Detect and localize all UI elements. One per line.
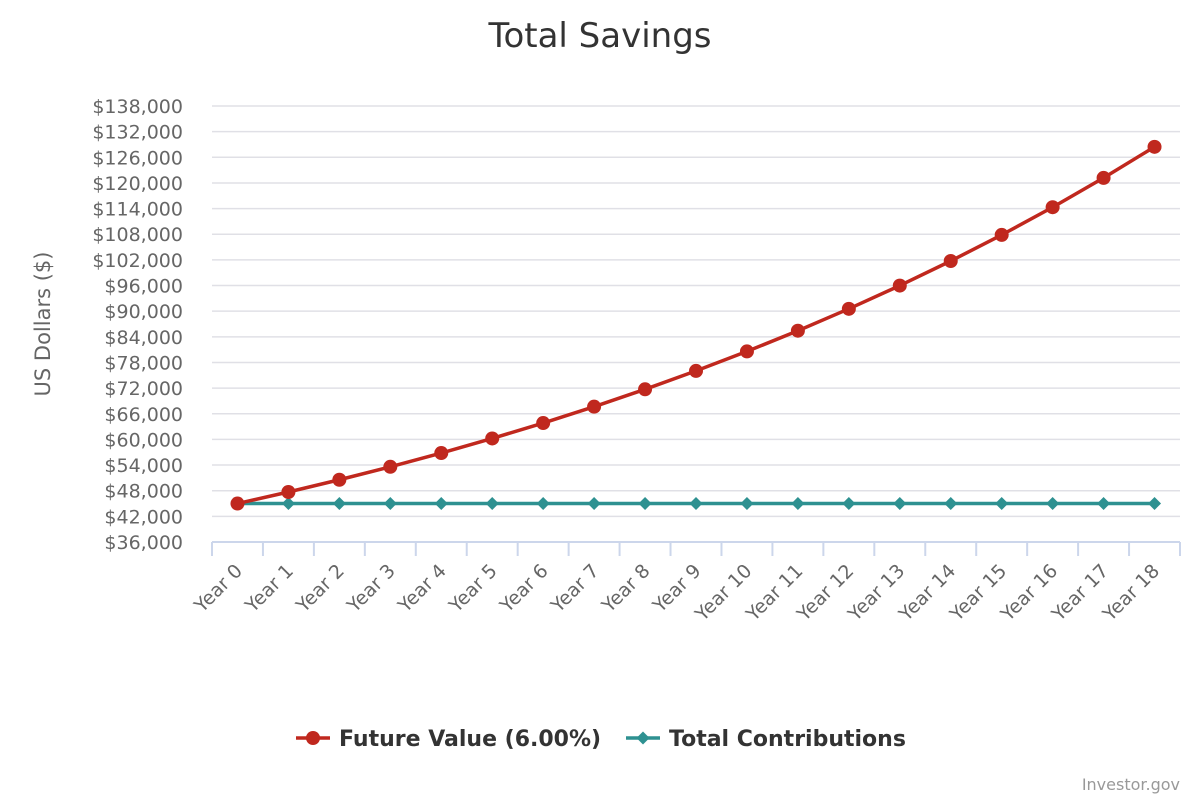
x-tick-label: Year 4 xyxy=(393,560,451,618)
data-point[interactable] xyxy=(1097,497,1111,511)
y-tick-label: $132,000 xyxy=(92,122,183,144)
data-point[interactable] xyxy=(689,363,703,378)
x-tick-label: Year 15 xyxy=(945,560,1011,626)
data-point[interactable] xyxy=(739,344,754,359)
data-point[interactable] xyxy=(281,484,296,499)
data-point[interactable] xyxy=(1046,497,1060,511)
data-point[interactable] xyxy=(944,497,958,511)
data-point[interactable] xyxy=(638,497,652,511)
data-point[interactable] xyxy=(485,497,499,511)
x-tick-label: Year 18 xyxy=(1098,560,1164,626)
data-point[interactable] xyxy=(536,416,551,431)
x-tick-label: Year 7 xyxy=(546,560,604,618)
data-point[interactable] xyxy=(1147,139,1162,154)
y-tick-label: $66,000 xyxy=(104,404,183,426)
legend-marker-diamond-icon xyxy=(636,731,650,745)
data-point[interactable] xyxy=(740,497,754,511)
data-point[interactable] xyxy=(790,323,805,338)
data-point[interactable] xyxy=(892,278,907,293)
legend-label: Total Contributions xyxy=(669,727,906,752)
y-tick-label: $72,000 xyxy=(104,378,183,400)
data-point[interactable] xyxy=(332,497,346,511)
y-tick-label: $60,000 xyxy=(104,429,183,451)
y-tick-label: $120,000 xyxy=(92,173,183,195)
y-tick-label: $138,000 xyxy=(92,96,183,118)
data-point[interactable] xyxy=(842,497,856,511)
chart-title: Total Savings xyxy=(487,16,711,56)
data-point[interactable] xyxy=(230,496,245,511)
y-tick-label: $54,000 xyxy=(104,455,183,477)
x-tick-label: Year 17 xyxy=(1047,560,1113,626)
legend: Future Value (6.00%) Total Contributions xyxy=(296,727,906,752)
y-tick-label: $78,000 xyxy=(104,352,183,374)
credit-text[interactable]: Investor.gov xyxy=(1082,775,1180,794)
data-point[interactable] xyxy=(995,497,1009,511)
series-layer xyxy=(230,139,1162,511)
series-total-contributions xyxy=(230,497,1162,511)
x-tick-label: Year 5 xyxy=(444,560,502,618)
y-tick-label: $126,000 xyxy=(92,147,183,169)
data-point[interactable] xyxy=(841,301,856,316)
data-point[interactable] xyxy=(332,472,347,487)
y-tick-label: $36,000 xyxy=(104,532,183,554)
data-point[interactable] xyxy=(383,459,398,474)
data-point[interactable] xyxy=(587,399,602,414)
x-tick-label: Year 16 xyxy=(996,560,1062,626)
data-point[interactable] xyxy=(893,497,907,511)
x-tick-label: Year 13 xyxy=(843,560,909,626)
data-point[interactable] xyxy=(536,497,550,511)
data-point[interactable] xyxy=(434,497,448,511)
y-tick-label: $84,000 xyxy=(104,327,183,349)
y-axis-title: US Dollars ($) xyxy=(31,252,55,397)
x-tick-label: Year 3 xyxy=(342,560,400,618)
legend-marker-circle-icon xyxy=(306,731,320,745)
legend-item-future-value[interactable]: Future Value (6.00%) xyxy=(296,727,601,752)
x-tick-label: Year 14 xyxy=(894,560,960,626)
data-point[interactable] xyxy=(383,497,397,511)
data-point[interactable] xyxy=(1148,497,1162,511)
x-tick-label: Year 1 xyxy=(240,560,298,618)
grid-lines xyxy=(212,105,1180,518)
data-point[interactable] xyxy=(281,497,295,511)
series-line xyxy=(237,145,1156,506)
data-point[interactable] xyxy=(638,382,653,397)
x-tick-label: Year 11 xyxy=(741,560,807,626)
y-tick-label: $42,000 xyxy=(104,506,183,528)
y-tick-label: $114,000 xyxy=(92,199,183,221)
data-point[interactable] xyxy=(1045,200,1060,215)
legend-item-total-contributions[interactable]: Total Contributions xyxy=(626,727,906,752)
y-tick-label: $90,000 xyxy=(104,301,183,323)
data-point[interactable] xyxy=(1096,170,1111,185)
x-tick-label: Year 0 xyxy=(189,560,247,618)
legend-label: Future Value (6.00%) xyxy=(339,727,601,752)
data-point[interactable] xyxy=(943,253,958,268)
data-point[interactable] xyxy=(994,227,1009,242)
x-tick-label: Year 2 xyxy=(291,560,349,618)
series-future-value xyxy=(230,139,1162,511)
x-tick-label: Year 8 xyxy=(597,560,655,618)
x-tick-label: Year 12 xyxy=(792,560,858,626)
y-tick-label: $48,000 xyxy=(104,481,183,503)
y-tick-label: $108,000 xyxy=(92,224,183,246)
data-point[interactable] xyxy=(587,497,601,511)
data-point[interactable] xyxy=(434,446,449,461)
data-point[interactable] xyxy=(791,497,805,511)
y-tick-label: $102,000 xyxy=(92,250,183,272)
x-tick-label: Year 10 xyxy=(690,560,756,626)
y-tick-label: $96,000 xyxy=(104,276,183,298)
y-axis-ticks: $36,000 $42,000 $48,000 $54,000 $60,000 $66,0… xyxy=(92,96,183,554)
data-point[interactable] xyxy=(485,431,500,446)
data-point[interactable] xyxy=(689,497,703,511)
x-tick-label: Year 6 xyxy=(495,560,553,618)
